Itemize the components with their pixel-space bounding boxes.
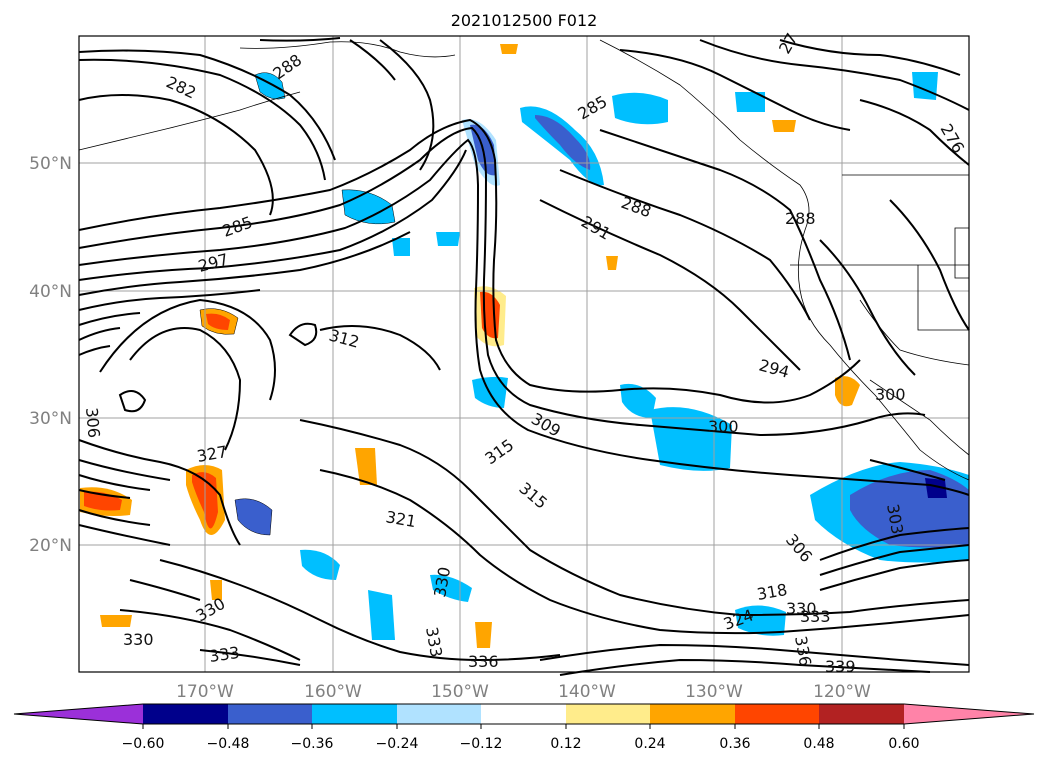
colorbar-tick-label: −0.24 xyxy=(376,736,419,752)
colorbar-segment xyxy=(566,704,650,724)
lat-label-40n: 40°N xyxy=(29,282,72,302)
colorbar-tick-label: 0.36 xyxy=(719,736,750,752)
contour-label: 330 xyxy=(786,599,817,618)
map-panel: 282 288 285 285 288 291 288 297 312 294 … xyxy=(78,30,970,676)
colorbar-segment xyxy=(481,704,566,724)
colorbar-segment xyxy=(228,704,312,724)
colorbar-segment xyxy=(904,704,1034,724)
blue-patch-south1 xyxy=(300,549,340,580)
colorbar-segment xyxy=(397,704,481,724)
colorbar-tick-label: −0.12 xyxy=(460,736,503,752)
lon-label-120w: 120°W xyxy=(813,682,871,702)
contour-label: 300 xyxy=(708,417,739,436)
contour-label: 336 xyxy=(468,652,499,671)
orange-patch-small3 xyxy=(355,448,377,485)
contour-label: 300 xyxy=(875,385,906,404)
colorbar: −0.60 −0.48 −0.36 −0.24 −0.12 0.12 0.24 … xyxy=(13,703,1035,752)
lon-label-170w: 170°W xyxy=(176,682,234,702)
latitude-labels: 50°N 40°N 30°N 20°N xyxy=(29,154,72,556)
lon-label-160w: 160°W xyxy=(304,682,362,702)
colorbar-tick-label: 0.24 xyxy=(634,736,665,752)
orange-patch-small1 xyxy=(500,44,518,54)
map-gridlines xyxy=(79,36,969,672)
orange-patch-small5 xyxy=(100,615,132,627)
colorbar-tick-label: −0.48 xyxy=(207,736,250,752)
colorbar-segment xyxy=(143,704,228,724)
colorbar-tick-label: 0.12 xyxy=(550,736,581,752)
colorbar-tick-label: −0.60 xyxy=(122,736,165,752)
blue-patch-mid xyxy=(620,383,656,418)
blue-patch-south4 xyxy=(735,605,786,636)
contour-label: 333 xyxy=(800,607,831,626)
blue-patch-bc xyxy=(612,92,668,125)
colorbar-segment xyxy=(650,704,735,724)
blue-patch-coast-core xyxy=(535,115,591,170)
lon-label-150w: 150°W xyxy=(431,682,489,702)
navy-patch-sub xyxy=(925,478,947,498)
map-frame xyxy=(78,35,970,673)
blue-patch-south3 xyxy=(430,574,472,602)
lat-label-20n: 20°N xyxy=(29,536,72,556)
map-title: 2021012500 F012 xyxy=(451,11,598,30)
orange-patch-small2 xyxy=(606,256,618,270)
contour-label: 306 xyxy=(82,407,104,439)
contour-label: 330 xyxy=(123,630,154,649)
lon-label-140w: 140°W xyxy=(558,682,616,702)
contour-label: 288 xyxy=(785,209,816,228)
longitude-labels: 170°W 160°W 150°W 140°W 130°W 120°W xyxy=(176,682,871,702)
lat-label-50n: 50°N xyxy=(29,154,72,174)
colorbar-segment xyxy=(735,704,819,724)
orange-patch-west-core xyxy=(206,313,230,330)
lat-label-30n: 30°N xyxy=(29,409,72,429)
colorbar-tick-label: 0.60 xyxy=(888,736,919,752)
orange-patch-small6 xyxy=(210,580,222,600)
colorbar-ticks xyxy=(142,724,905,729)
lon-label-130w: 130°W xyxy=(685,682,743,702)
blue-patch-small1 xyxy=(436,232,460,246)
orange-patch-bc xyxy=(772,120,796,132)
blue-patch-small2 xyxy=(392,238,410,256)
coastlines xyxy=(78,39,970,481)
colorbar-tick-label: 0.48 xyxy=(803,736,834,752)
orange-patch-small4 xyxy=(475,622,492,648)
colorbar-segment xyxy=(14,704,143,724)
colorbar-segment xyxy=(312,704,397,724)
contour-label: 333 xyxy=(208,643,241,666)
shaded-anomaly-patches xyxy=(80,44,969,648)
orange-patch-sub xyxy=(835,376,860,407)
height-contours xyxy=(78,37,970,676)
blue-patch-southwest xyxy=(234,498,273,536)
colorbar-tick-label: −0.36 xyxy=(291,736,334,752)
colorbar-segment xyxy=(819,704,904,724)
blue-patch-mid2 xyxy=(650,407,732,471)
contour-label: 339 xyxy=(825,657,856,676)
blue-patch-south2 xyxy=(368,590,395,640)
blue-patch-ne xyxy=(735,92,765,112)
